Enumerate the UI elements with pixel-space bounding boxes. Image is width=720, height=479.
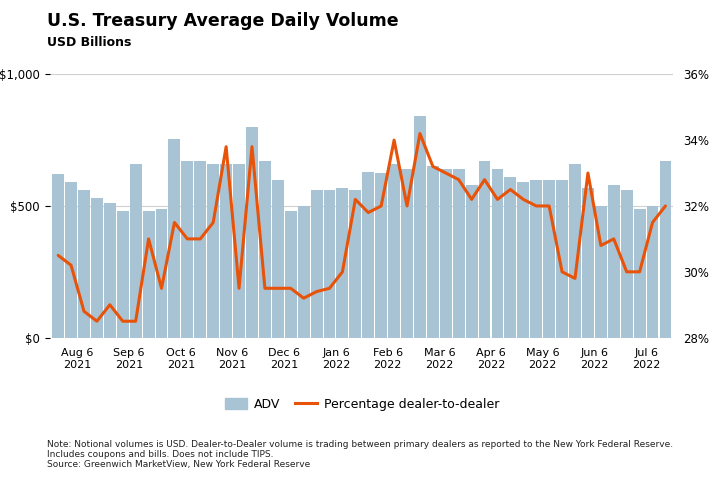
Bar — [168, 139, 181, 338]
Bar — [181, 161, 193, 338]
Bar — [375, 173, 387, 338]
Bar — [117, 211, 129, 338]
Bar — [246, 127, 258, 338]
Bar — [608, 185, 620, 338]
Bar — [569, 164, 581, 338]
Bar — [65, 182, 77, 338]
Bar — [492, 169, 503, 338]
Bar — [297, 206, 310, 338]
Bar — [143, 211, 155, 338]
Bar — [647, 206, 659, 338]
Bar — [466, 185, 477, 338]
Bar — [427, 167, 438, 338]
Bar — [621, 190, 633, 338]
Legend: ADV, Percentage dealer-to-dealer: ADV, Percentage dealer-to-dealer — [220, 393, 504, 416]
Bar — [349, 190, 361, 338]
Bar — [53, 174, 64, 338]
Bar — [479, 161, 490, 338]
Bar — [531, 180, 542, 338]
Bar — [362, 172, 374, 338]
Bar — [556, 180, 568, 338]
Bar — [156, 209, 168, 338]
Bar — [336, 188, 348, 338]
Bar — [595, 206, 607, 338]
Bar — [259, 161, 271, 338]
Bar — [104, 204, 116, 338]
Text: USD Billions: USD Billions — [47, 36, 131, 49]
Bar — [660, 161, 671, 338]
Bar — [233, 164, 245, 338]
Bar — [78, 190, 90, 338]
Bar — [518, 182, 529, 338]
Bar — [634, 209, 646, 338]
Bar — [505, 177, 516, 338]
Bar — [310, 190, 323, 338]
Bar — [285, 211, 297, 338]
Bar — [194, 161, 206, 338]
Bar — [91, 198, 103, 338]
Bar — [323, 190, 336, 338]
Bar — [543, 180, 555, 338]
Bar — [440, 169, 451, 338]
Bar — [272, 180, 284, 338]
Bar — [220, 164, 232, 338]
Bar — [414, 116, 426, 338]
Bar — [582, 188, 594, 338]
Bar — [130, 164, 142, 338]
Bar — [401, 169, 413, 338]
Text: Note: Notional volumes is USD. Dealer-to-Dealer volume is trading between primar: Note: Notional volumes is USD. Dealer-to… — [47, 440, 673, 469]
Bar — [453, 169, 464, 338]
Text: U.S. Treasury Average Daily Volume: U.S. Treasury Average Daily Volume — [47, 12, 398, 30]
Bar — [207, 164, 219, 338]
Bar — [388, 164, 400, 338]
